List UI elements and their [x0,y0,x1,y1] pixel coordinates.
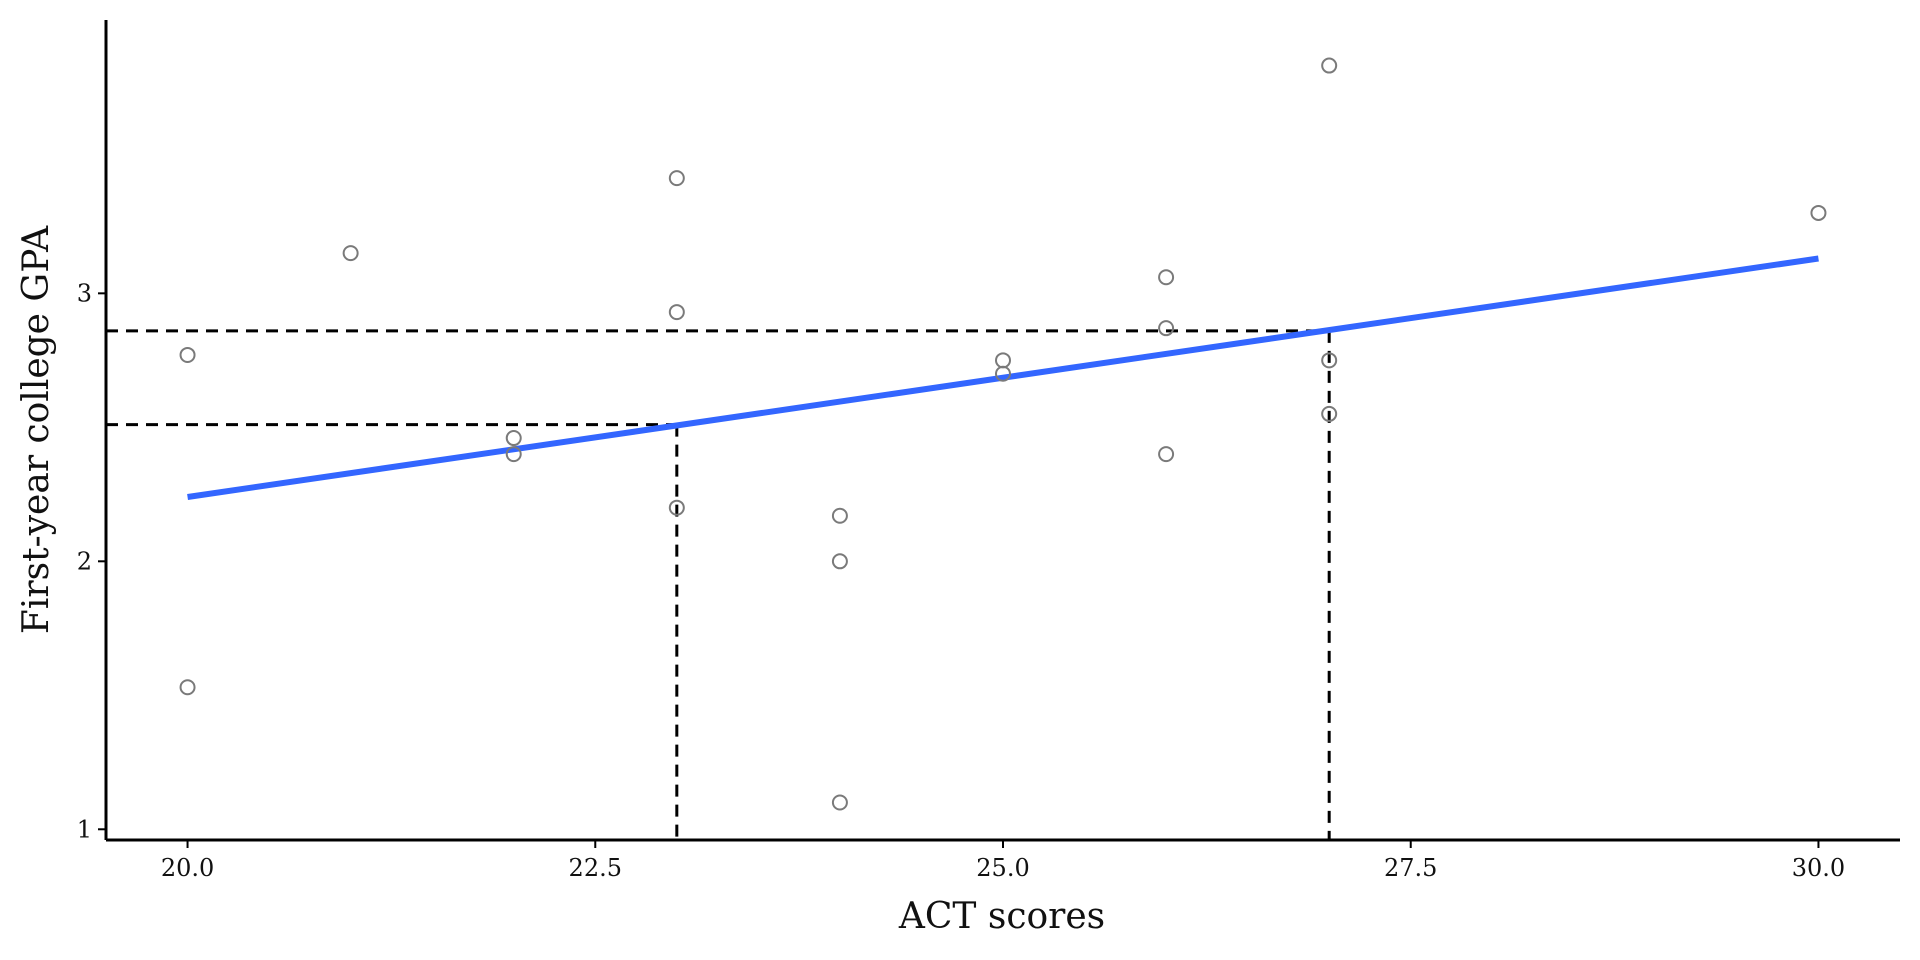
data-point [831,794,848,811]
data-point [831,507,848,524]
data-point [1321,405,1338,422]
data-point [995,352,1011,369]
axes [104,20,1900,842]
data-point [505,430,522,447]
data-point [342,245,359,262]
data-point [1158,269,1175,286]
regression-line [187,255,1819,500]
x-tick-label: 27.5 [1384,854,1437,882]
data-points [179,57,1827,811]
data-point [668,170,685,187]
x-tick-label: 22.5 [569,854,622,882]
x-tick-label: 20.0 [161,854,214,882]
data-point [1321,57,1338,74]
regression-line-group [187,255,1819,500]
y-tick-label: 1 [77,815,92,843]
y-tick-label: 3 [77,279,92,307]
data-point [1158,320,1175,337]
x-tick-label: 30.0 [1792,854,1845,882]
y-tick-label: 2 [77,547,92,575]
data-point [995,365,1011,382]
data-point [668,499,685,516]
x-tick-label: 25.0 [976,854,1029,882]
y-ticks: 1 2 3 [77,279,106,843]
data-point [831,553,848,570]
y-axis-title: First-year college GPA [16,225,57,634]
data-point [179,679,196,696]
reference-lines [106,329,1331,840]
data-point [1810,204,1827,221]
x-axis-title: ACT scores [898,896,1105,937]
data-point [1158,446,1175,463]
data-point [505,446,522,463]
data-point [179,346,196,363]
data-point [668,304,685,321]
x-ticks: 20.0 22.5 25.0 27.5 30.0 [161,840,1845,882]
data-point [1321,352,1338,369]
